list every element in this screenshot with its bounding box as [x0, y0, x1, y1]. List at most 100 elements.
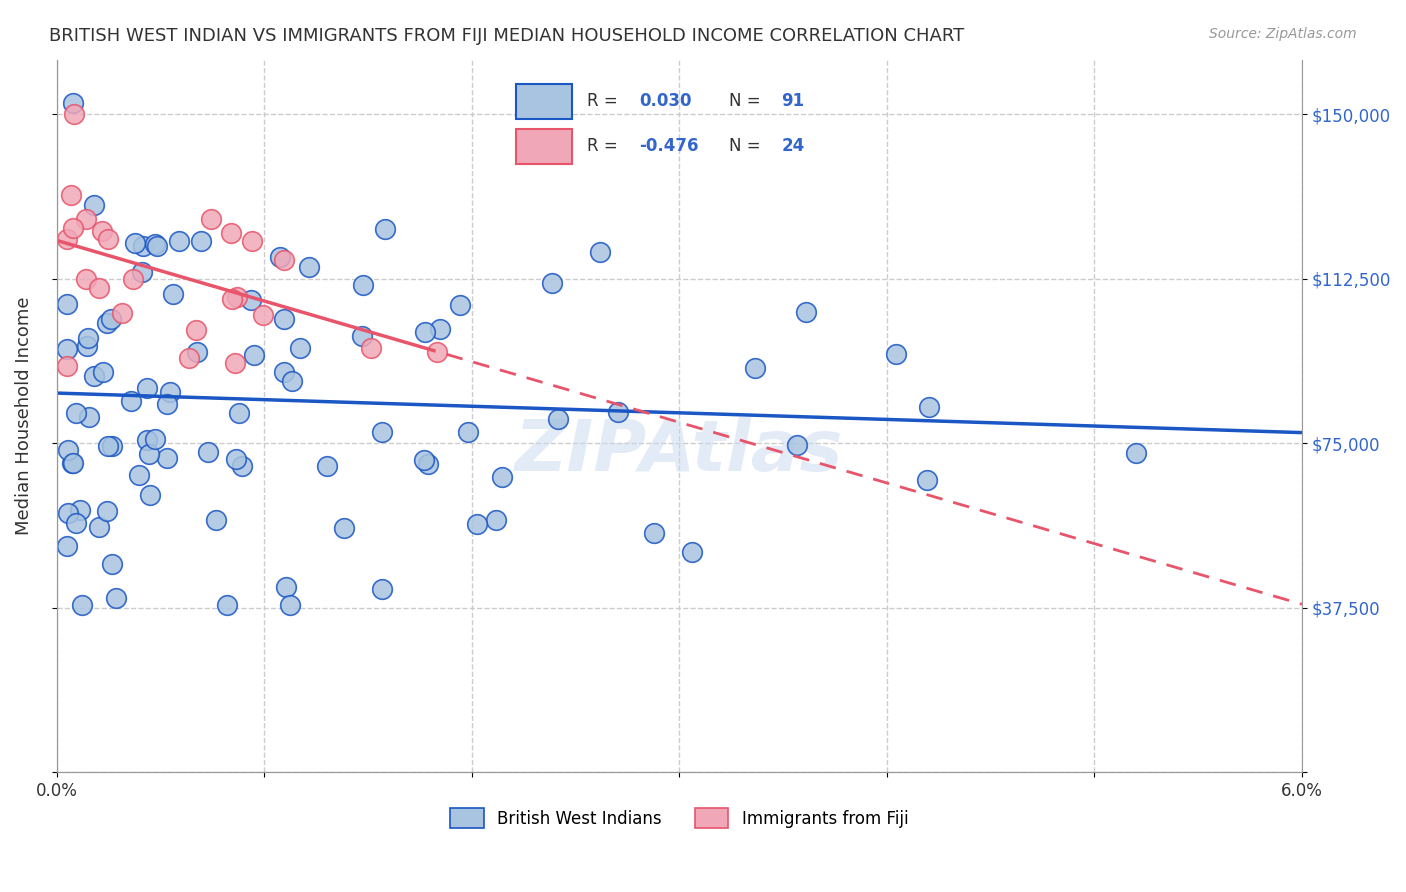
- Point: [449, 298, 471, 312]
- Point: [100, 312, 122, 326]
- Point: [87, 281, 110, 295]
- Point: [425, 345, 447, 359]
- Point: [159, 385, 181, 400]
- Point: [121, 272, 143, 286]
- Point: [56, 232, 79, 246]
- Point: [77, 331, 100, 345]
- Point: [136, 433, 159, 447]
- Point: [541, 277, 564, 291]
- Y-axis label: Median Household Income: Median Household Income: [15, 296, 32, 535]
- Point: [83, 198, 105, 212]
- Point: [288, 342, 311, 356]
- Legend: British West Indians, Immigrants from Fiji: British West Indians, Immigrants from Fi…: [444, 801, 915, 835]
- Point: [240, 234, 263, 248]
- Point: [62, 95, 84, 110]
- Point: [56, 539, 79, 553]
- Point: [65, 516, 87, 530]
- Point: [371, 582, 394, 597]
- Point: [101, 439, 124, 453]
- Point: [231, 458, 253, 473]
- Point: [91, 365, 114, 379]
- Point: [226, 290, 249, 304]
- Point: [418, 457, 440, 471]
- Text: Source: ZipAtlas.com: Source: ZipAtlas.com: [1209, 27, 1357, 41]
- Point: [589, 244, 612, 259]
- Point: [269, 250, 291, 264]
- Point: [56, 296, 79, 310]
- Point: [131, 238, 153, 252]
- Point: [204, 513, 226, 527]
- Point: [273, 252, 295, 267]
- Point: [744, 361, 766, 376]
- Point: [167, 234, 190, 248]
- Point: [643, 525, 665, 540]
- Point: [96, 439, 118, 453]
- Point: [138, 447, 160, 461]
- Point: [56, 342, 79, 356]
- Point: [918, 400, 941, 414]
- Point: [915, 473, 938, 487]
- Point: [221, 292, 243, 306]
- Point: [76, 339, 98, 353]
- Point: [101, 558, 124, 572]
- Point: [70, 599, 93, 613]
- Point: [131, 265, 153, 279]
- Point: [138, 488, 160, 502]
- Point: [225, 451, 247, 466]
- Point: [252, 309, 274, 323]
- Point: [90, 224, 112, 238]
- Point: [56, 506, 79, 520]
- Point: [96, 504, 118, 518]
- Point: [681, 544, 703, 558]
- Point: [352, 277, 374, 292]
- Point: [316, 458, 339, 473]
- Point: [124, 236, 146, 251]
- Point: [215, 599, 238, 613]
- Point: [143, 237, 166, 252]
- Point: [136, 380, 159, 394]
- Point: [467, 517, 489, 532]
- Point: [274, 580, 297, 594]
- Point: [228, 406, 250, 420]
- Point: [56, 359, 79, 374]
- Point: [58, 443, 80, 458]
- Point: [177, 351, 200, 365]
- Text: BRITISH WEST INDIAN VS IMMIGRANTS FROM FIJI MEDIAN HOUSEHOLD INCOME CORRELATION : BRITISH WEST INDIAN VS IMMIGRANTS FROM F…: [49, 27, 965, 45]
- Point: [87, 0, 110, 7]
- Point: [128, 467, 150, 482]
- Point: [884, 346, 907, 360]
- Point: [273, 365, 295, 379]
- Point: [547, 412, 569, 426]
- Point: [413, 326, 436, 340]
- Point: [143, 432, 166, 446]
- Point: [429, 322, 451, 336]
- Point: [224, 356, 246, 370]
- Point: [145, 239, 167, 253]
- Point: [63, 107, 86, 121]
- Point: [184, 322, 207, 336]
- Point: [374, 222, 396, 236]
- Point: [186, 345, 208, 359]
- Point: [162, 287, 184, 301]
- Point: [77, 409, 100, 424]
- Point: [62, 221, 84, 235]
- Point: [278, 599, 301, 613]
- Point: [87, 520, 110, 534]
- Point: [352, 329, 374, 343]
- Point: [794, 305, 817, 319]
- Point: [120, 394, 142, 409]
- Point: [62, 456, 84, 470]
- Point: [97, 232, 120, 246]
- Point: [281, 375, 304, 389]
- Point: [190, 234, 212, 248]
- Point: [156, 450, 179, 465]
- Text: ZIPAtlas: ZIPAtlas: [515, 417, 844, 486]
- Point: [60, 456, 83, 470]
- Point: [371, 425, 394, 440]
- Point: [197, 444, 219, 458]
- Point: [360, 341, 382, 355]
- Point: [485, 513, 508, 527]
- Point: [65, 406, 87, 420]
- Point: [606, 405, 628, 419]
- Point: [1125, 445, 1147, 459]
